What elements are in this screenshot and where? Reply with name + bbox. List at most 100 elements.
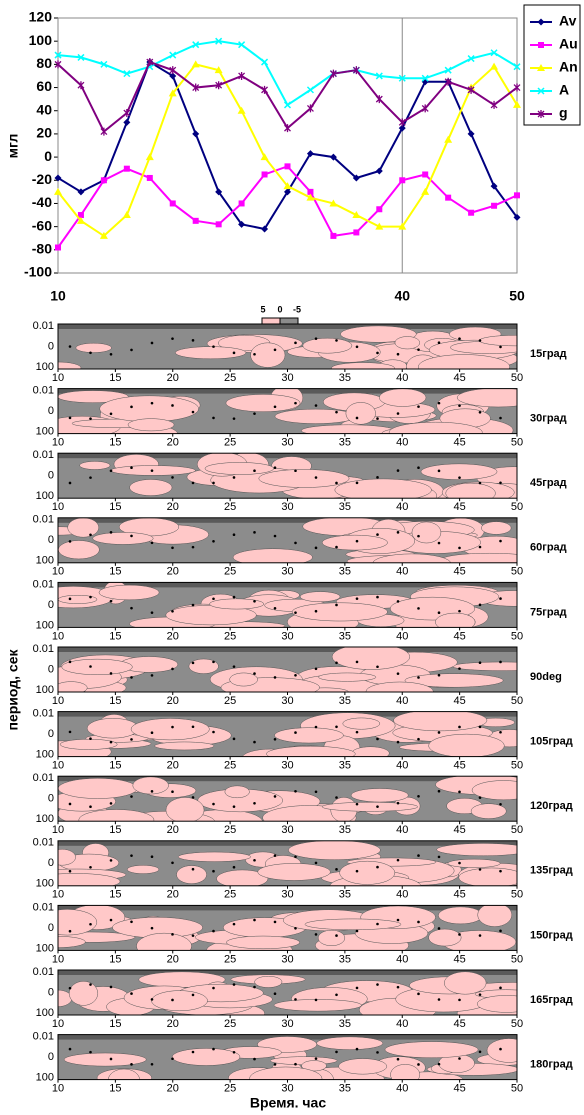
marker [375, 95, 383, 104]
legend-label: An [559, 59, 578, 75]
sample-dot [376, 417, 379, 420]
sample-dot [130, 854, 133, 857]
sample-dot [355, 929, 359, 933]
sample-dot [417, 466, 420, 470]
sample-dot [417, 534, 420, 538]
sample-dot [335, 661, 338, 665]
y-tick-label: 100 [36, 942, 54, 954]
contour-region [175, 346, 247, 360]
x-tick-label: 25 [224, 372, 236, 384]
marker [215, 81, 223, 90]
sample-dot [150, 469, 154, 472]
sample-dot [89, 595, 92, 599]
sample-dot [68, 802, 72, 806]
sample-dot [417, 992, 420, 996]
contour-panel [58, 970, 517, 1015]
x-tick-label: 30 [281, 566, 293, 578]
sample-dot [171, 998, 174, 1002]
contour-region [58, 848, 76, 866]
sample-dot [109, 740, 113, 744]
y-tick-label: -20 [32, 171, 52, 187]
legend-label: Au [559, 36, 578, 52]
x-tick-label: 40 [396, 501, 408, 513]
marker [307, 188, 314, 195]
contour-panel [58, 711, 517, 757]
x-tick-label: 50 [511, 372, 523, 384]
marker [398, 124, 406, 132]
sample-dot [417, 737, 420, 741]
contour-region [339, 860, 396, 885]
y-tick-label: 100 [36, 749, 54, 761]
y-tick-label: 120 [29, 9, 53, 25]
marker [215, 37, 223, 45]
sample-dot [437, 1062, 441, 1066]
sample-dot [417, 405, 420, 408]
contour-region [127, 418, 175, 432]
x-tick-label: 10 [52, 566, 64, 578]
marker [146, 58, 154, 67]
marker [445, 194, 452, 201]
sample-dot [376, 665, 379, 669]
panel-label: 30град [530, 413, 567, 425]
y-tick-label: 0.01 [33, 837, 54, 849]
x-tick-label: 15 [109, 1083, 121, 1095]
sample-dot [314, 404, 318, 407]
sample-dot [458, 476, 461, 479]
marker [99, 231, 108, 239]
contour-region [99, 395, 199, 422]
marker [352, 211, 361, 219]
sample-dot [150, 1062, 154, 1066]
x-tick-label: 10 [52, 501, 64, 513]
sample-dot [355, 416, 359, 420]
marker [54, 60, 62, 69]
contour-region [58, 540, 100, 560]
y-tick-label: 0 [48, 728, 54, 740]
contour-region [130, 718, 210, 741]
marker [123, 165, 130, 172]
y-tick-label: 0.01 [33, 514, 54, 526]
x-tick-label: 45 [454, 437, 466, 449]
sample-dot [458, 609, 461, 613]
sample-dot [294, 469, 297, 473]
marker [490, 182, 498, 190]
sample-dot [335, 725, 338, 729]
sample-dot [499, 986, 502, 990]
sample-dot [396, 985, 400, 989]
contour-region [478, 335, 517, 347]
marker [77, 212, 84, 219]
marker [284, 188, 291, 196]
sample-dot [499, 730, 502, 734]
sample-dot [355, 345, 359, 349]
sample-dot [458, 933, 461, 936]
sample-dot [355, 986, 359, 990]
contour-region [59, 738, 118, 750]
marker [237, 106, 246, 114]
x-tick-label: 15 [109, 501, 121, 513]
contour-region [404, 673, 504, 688]
x-tick-label: 45 [454, 824, 466, 836]
marker [55, 244, 61, 251]
sample-dot [109, 918, 113, 922]
marker [444, 66, 452, 74]
marker [375, 222, 384, 230]
y-tick-label: 100 [36, 490, 54, 502]
sample-dot [458, 1057, 461, 1060]
x-tick-label: 40 [396, 1018, 408, 1030]
sample-dot [499, 416, 502, 420]
marker [192, 41, 200, 49]
sample-dot [171, 1057, 174, 1061]
contour-panel [58, 905, 517, 951]
marker [399, 177, 406, 184]
sample-dot [335, 339, 338, 342]
contour-region [388, 421, 483, 434]
marker [375, 72, 383, 80]
x-tick-label: 45 [454, 695, 466, 707]
sample-dot [294, 789, 297, 793]
marker [467, 130, 475, 138]
contour-band [58, 776, 517, 782]
x-tick-label: 10 [52, 760, 64, 772]
contour-region [428, 733, 505, 757]
marker [123, 109, 131, 118]
panel-label: 60град [530, 542, 567, 554]
contour-panel [58, 776, 517, 822]
